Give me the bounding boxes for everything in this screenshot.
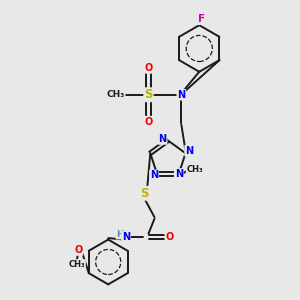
Text: N: N: [175, 169, 183, 179]
Text: S: S: [144, 88, 153, 101]
Text: H: H: [116, 230, 124, 239]
Text: CH₃: CH₃: [106, 90, 125, 99]
Text: N: N: [177, 90, 185, 100]
Text: N: N: [185, 146, 193, 156]
Text: O: O: [74, 245, 82, 255]
Text: CH₃: CH₃: [187, 165, 203, 174]
Text: S: S: [140, 187, 148, 200]
Text: O: O: [165, 232, 173, 242]
Text: N: N: [158, 134, 166, 144]
Text: CH₃: CH₃: [68, 260, 85, 269]
Text: N: N: [122, 232, 130, 242]
Text: O: O: [144, 63, 153, 73]
Text: N: N: [150, 170, 158, 180]
Text: O: O: [144, 117, 153, 127]
Text: F: F: [198, 14, 205, 24]
